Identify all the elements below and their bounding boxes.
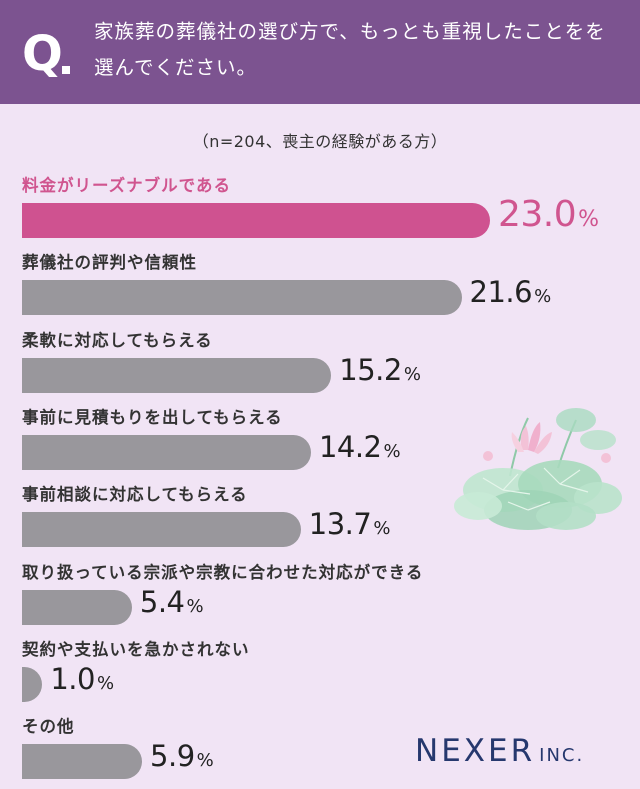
value-number: 5.4: [139, 584, 185, 619]
category-label: 事前に見積もりを出してもらえる: [22, 407, 283, 427]
value-label: 23.0%: [498, 194, 599, 235]
value-number: 1.0: [50, 661, 95, 696]
percent-sign: %: [383, 440, 401, 462]
bar: [22, 744, 143, 780]
question-text: 家族葬の葬儀社の選び方で、もっとも重視したことをを選んでください。: [94, 20, 606, 79]
value-number: 23.0: [498, 194, 577, 235]
lotus-illustration: [454, 408, 622, 530]
value-number: 21.6: [469, 275, 533, 310]
category-label: 取り扱っている宗派や宗教に合わせた対応ができる: [22, 562, 424, 582]
value-label: 14.2%: [319, 430, 401, 464]
nexer-logo: NEXER INC.: [415, 733, 585, 769]
sample-size-note: （n=204、喪主の経験がある方）: [192, 132, 448, 151]
percent-sign: %: [403, 363, 421, 385]
bar: [22, 203, 490, 238]
category-label: 料金がリーズナブルである: [22, 176, 232, 195]
percent-sign: %: [534, 286, 552, 308]
value-number: 15.2: [339, 352, 402, 387]
percent-sign: %: [196, 750, 214, 772]
bar: [22, 512, 301, 548]
value-label: 21.6%: [470, 275, 552, 309]
percent-sign: %: [578, 207, 600, 232]
bar: [22, 434, 311, 470]
bar: [22, 589, 132, 625]
value-number: 14.2: [318, 429, 382, 464]
value-number: 13.7: [308, 507, 372, 542]
value-label: 15.2%: [339, 353, 421, 387]
value-label: 5.4%: [140, 585, 204, 619]
value-label: 5.9%: [150, 739, 214, 773]
percent-sign: %: [96, 672, 115, 694]
value-label: 1.0%: [50, 662, 114, 696]
bar: [22, 357, 332, 393]
question-mark-dot: [62, 66, 70, 74]
value-label: 13.7%: [309, 507, 391, 541]
percent-sign: %: [373, 518, 391, 540]
question-header: Q 家族葬の葬儀社の選び方で、もっとも重視したことをを選んでください。: [0, 0, 640, 104]
percent-sign: %: [186, 595, 204, 617]
bar: [22, 666, 43, 702]
category-label: 事前相談に対応してもらえる: [22, 485, 248, 505]
question-mark: Q: [22, 26, 63, 82]
category-label: 契約や支払いを急かされない: [22, 639, 250, 659]
value-number: 5.9: [150, 739, 195, 774]
category-label: 柔軟に対応してもらえる: [22, 330, 213, 350]
category-label: 葬儀社の評判や信頼性: [22, 253, 197, 273]
bar: [22, 280, 462, 316]
category-label: その他: [22, 717, 75, 737]
